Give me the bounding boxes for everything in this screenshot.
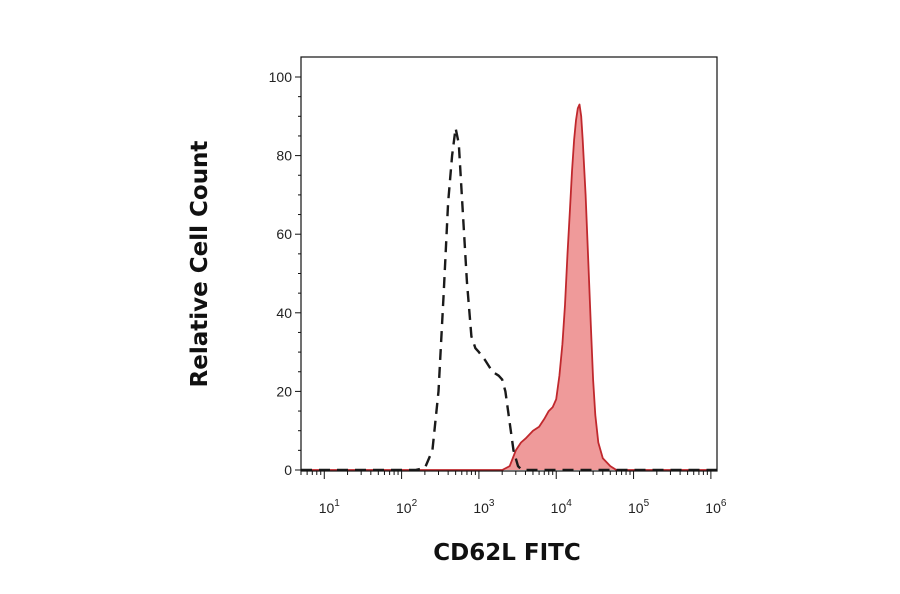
x-tick-label: 101 (319, 498, 341, 516)
series-line-dashed (301, 126, 717, 472)
x-axis: 101 102 103 104 105 106 (300, 471, 727, 516)
x-tick-label: 104 (551, 498, 573, 516)
y-axis: 0 20 40 60 80 100 (269, 69, 301, 478)
y-axis-title: Relative Cell Count (187, 141, 213, 388)
y-tick-label: 40 (276, 305, 292, 321)
plot-frame (300, 56, 718, 472)
y-tick-label: 20 (276, 383, 292, 399)
x-tick-label: 102 (396, 498, 418, 516)
y-tick-label: 60 (276, 226, 292, 242)
x-axis-title: CD62L FITC (433, 540, 580, 566)
y-tick-label: 100 (269, 69, 293, 85)
x-tick-label: 103 (473, 498, 495, 516)
y-tick-label: 0 (284, 462, 292, 478)
series-layer (301, 103, 717, 472)
series-line-solid (301, 103, 717, 471)
y-tick-label: 80 (276, 148, 292, 164)
x-tick-label: 105 (628, 498, 650, 516)
x-tick-label: 106 (705, 498, 727, 516)
